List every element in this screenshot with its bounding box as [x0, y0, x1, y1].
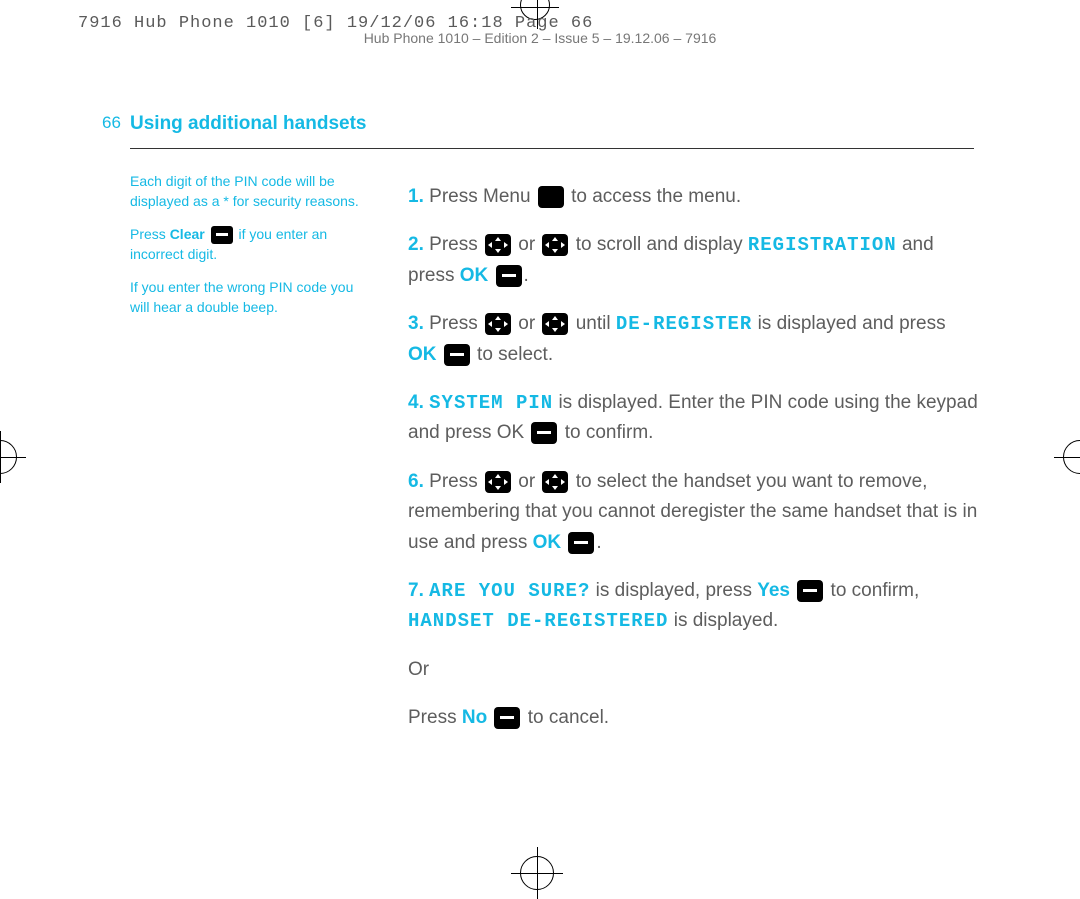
- step-text: .: [524, 265, 529, 286]
- reg-mark-right: [1063, 440, 1080, 474]
- nav-key-icon: [542, 234, 568, 256]
- reg-mark-bottom: [520, 856, 554, 890]
- step-text: [488, 265, 493, 286]
- step-number: 7.: [408, 580, 424, 601]
- step-text: to confirm.: [559, 422, 653, 443]
- section-title: Using additional handsets: [130, 113, 366, 135]
- nav-key-icon: [485, 313, 511, 335]
- step-text: or: [513, 234, 540, 255]
- step-6: 6. Press or to select the handset you wa…: [408, 467, 978, 558]
- lcd-text-registration: REGISTRATION: [748, 234, 897, 256]
- lcd-text-handset-deregistered: HANDSET DE-REGISTERED: [408, 610, 668, 632]
- reg-mark-left: [0, 440, 17, 474]
- nav-key-icon: [542, 313, 568, 335]
- step-text: is displayed and press: [752, 313, 945, 334]
- step-text: Press Menu: [429, 186, 536, 207]
- step-text: to cancel.: [522, 707, 609, 728]
- step-text: .: [596, 532, 601, 553]
- sidebar-text: for security reasons.: [229, 193, 359, 209]
- sidebar-note-pin-mask: Each digit of the PIN code will be displ…: [130, 172, 375, 211]
- step-3: 3. Press or until DE-REGISTER is display…: [408, 309, 978, 370]
- step-number: 2.: [408, 234, 424, 255]
- sidebar-notes: Each digit of the PIN code will be displ…: [130, 172, 375, 332]
- step-number: 3.: [408, 313, 424, 334]
- softkey-minus-icon: [211, 226, 233, 244]
- step-text: to select.: [472, 344, 553, 365]
- lcd-text-deregister: DE-REGISTER: [616, 313, 752, 335]
- step-text: is displayed.: [668, 610, 778, 631]
- step-text: [561, 532, 566, 553]
- step-text: is displayed, press: [590, 580, 757, 601]
- nav-key-icon: [485, 234, 511, 256]
- header-edition: Hub Phone 1010 – Edition 2 – Issue 5 – 1…: [0, 30, 1080, 46]
- step-cancel: Press No to cancel.: [408, 703, 978, 733]
- section-rule: [130, 148, 974, 149]
- ok-label: OK: [408, 344, 437, 365]
- step-text: Press: [429, 471, 483, 492]
- no-label: No: [462, 707, 487, 728]
- step-text: or: [513, 471, 540, 492]
- step-text: [437, 344, 442, 365]
- step-text: [790, 580, 795, 601]
- step-text: or: [513, 313, 540, 334]
- step-text: Press: [429, 234, 483, 255]
- step-1: 1. Press Menu to access the menu.: [408, 182, 978, 212]
- sidebar-text: Press: [130, 226, 170, 242]
- nav-key-icon: [485, 471, 511, 493]
- softkey-minus-icon: [496, 265, 522, 287]
- step-text: Press: [429, 313, 483, 334]
- sidebar-note-beep: If you enter the wrong PIN code you will…: [130, 278, 375, 317]
- softkey-minus-icon: [531, 422, 557, 444]
- yes-label: Yes: [757, 580, 790, 601]
- clear-label: Clear: [170, 226, 205, 242]
- step-2: 2. Press or to scroll and display REGIST…: [408, 230, 978, 291]
- softkey-minus-icon: [444, 344, 470, 366]
- lcd-text-are-you-sure: ARE YOU SURE?: [429, 580, 590, 602]
- page-number: 66: [102, 113, 121, 133]
- or-line: Or: [408, 655, 978, 685]
- step-text: until: [570, 313, 615, 334]
- step-7: 7. ARE YOU SURE? is displayed, press Yes…: [408, 576, 978, 637]
- lcd-text-system-pin: SYSTEM PIN: [429, 392, 553, 414]
- instruction-steps: 1. Press Menu to access the menu. 2. Pre…: [408, 182, 978, 751]
- ok-label: OK: [460, 265, 489, 286]
- sidebar-note-clear: Press Clear if you enter an incorrect di…: [130, 225, 375, 264]
- step-text: to access the menu.: [566, 186, 741, 207]
- softkey-minus-icon: [797, 580, 823, 602]
- softkey-minus-icon: [568, 532, 594, 554]
- softkey-minus-icon: [494, 707, 520, 729]
- nav-key-icon: [542, 471, 568, 493]
- step-number: 6.: [408, 471, 424, 492]
- menu-key-icon: [538, 186, 564, 208]
- step-number: 1.: [408, 186, 424, 207]
- step-text: Press: [408, 707, 462, 728]
- step-number: 4.: [408, 392, 424, 413]
- step-text: to scroll and display: [570, 234, 747, 255]
- ok-label: OK: [533, 532, 562, 553]
- step-4: 4. SYSTEM PIN is displayed. Enter the PI…: [408, 388, 978, 449]
- step-text: [487, 707, 492, 728]
- step-text: to confirm,: [825, 580, 919, 601]
